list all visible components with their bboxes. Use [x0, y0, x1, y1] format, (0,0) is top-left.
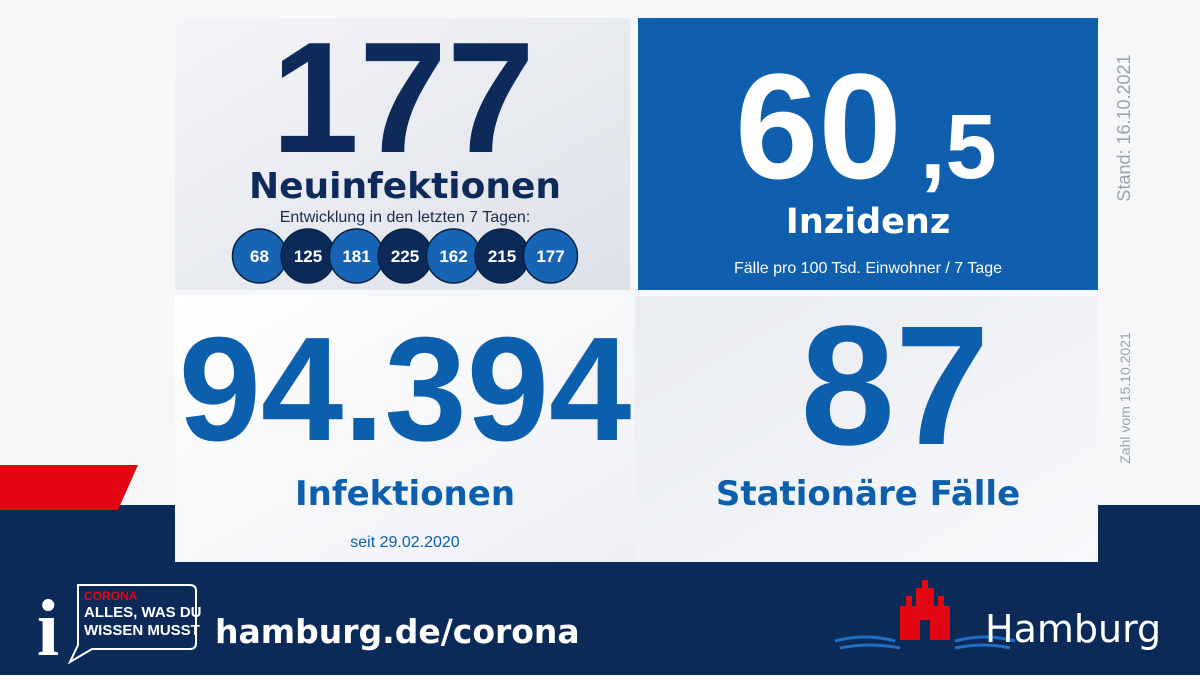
trend-circles: 68 125 181 225 162 215 177: [231, 228, 579, 284]
red-accent: [0, 465, 138, 510]
trend-value: 215: [488, 247, 516, 266]
panel-hospital: [635, 296, 1098, 562]
city-name: Hamburg: [985, 607, 1161, 651]
trend-circle: [522, 228, 579, 284]
trend-value: 162: [439, 247, 467, 266]
total-label: Infektionen: [295, 474, 515, 514]
incidence-decimal: ,5: [920, 96, 997, 198]
badge-outline: [67, 584, 197, 665]
incidence-note: Fälle pro 100 Tsd. Einwohner / 7 Tage: [734, 260, 1002, 277]
badge-line1: CORONA: [84, 589, 138, 603]
hospital-label: Stationäre Fälle: [716, 474, 1020, 514]
trend-value: 125: [294, 247, 322, 266]
hospital-value: 87: [800, 291, 989, 481]
hamburg-logo: [834, 580, 1016, 650]
total-note: seit 29.02.2020: [350, 534, 460, 551]
info-icon: i: [37, 585, 59, 673]
trend-label: Entwicklung in den letzten 7 Tagen:: [280, 209, 531, 226]
trend-value: 177: [536, 247, 564, 266]
panel-total: [175, 296, 635, 562]
panel-incidence: [638, 18, 1098, 290]
incidence-integer: 60: [735, 42, 902, 210]
new-infections-label: Neuinfektionen: [249, 166, 561, 207]
badge-line2: ALLES, WAS DU: [84, 604, 202, 621]
trend-value: 68: [250, 247, 269, 266]
incidence-label: Inzidenz: [786, 202, 950, 242]
trend-value: 225: [391, 247, 419, 266]
new-infections-value: 177: [271, 10, 535, 186]
badge-line3: WISSEN MUSST: [84, 622, 200, 639]
url: hamburg.de/corona: [215, 612, 580, 651]
status-date: Stand: 16.10.2021: [1114, 54, 1134, 201]
trend-value: 181: [342, 247, 370, 266]
total-value: 94.394: [179, 307, 632, 472]
count-date: Zahl vom 15.10.2021: [1117, 332, 1133, 464]
